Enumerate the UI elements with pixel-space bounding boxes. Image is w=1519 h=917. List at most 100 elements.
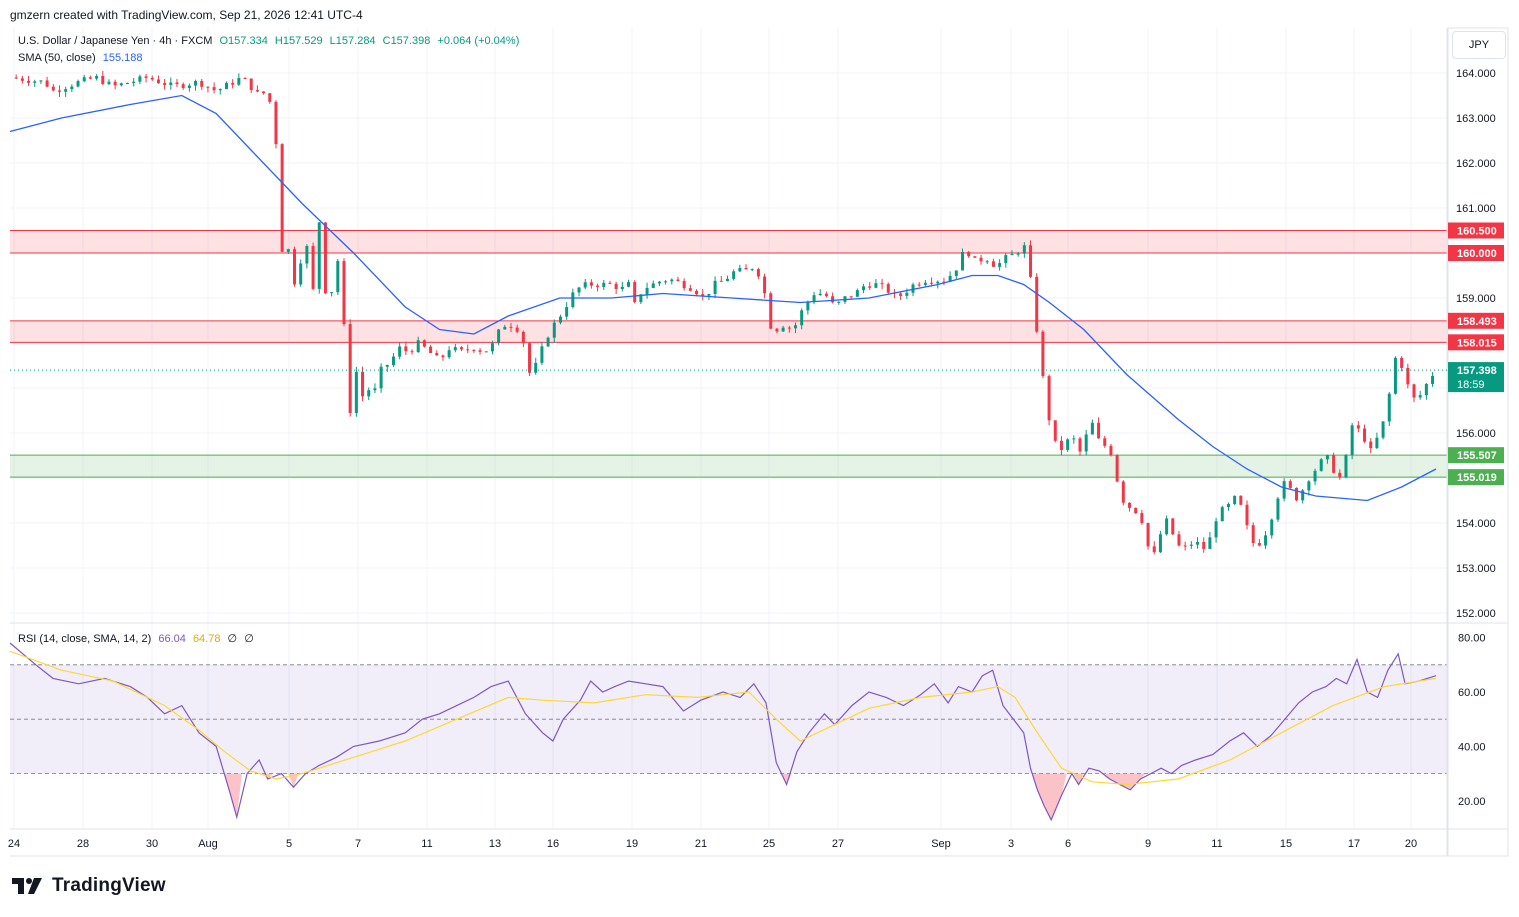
candle-body <box>1381 421 1385 438</box>
currency-button[interactable]: JPY <box>1452 31 1506 59</box>
candle-body <box>323 222 327 294</box>
candle <box>255 85 259 93</box>
candle <box>33 79 37 87</box>
price-tick-label: 163.000 <box>1456 113 1496 125</box>
price-tick-label: 159.000 <box>1456 293 1496 305</box>
candle <box>330 291 334 297</box>
candle-body <box>552 322 556 338</box>
candle <box>1381 421 1385 440</box>
zone-price-tag <box>1448 312 1504 329</box>
candle <box>1115 454 1119 483</box>
candle-body <box>880 283 884 285</box>
candle <box>528 341 532 377</box>
rsi-sma-line <box>9 650 1437 786</box>
candle <box>627 279 631 288</box>
candle <box>101 71 105 86</box>
candle <box>1189 541 1193 549</box>
candle-body <box>416 340 420 353</box>
candle <box>818 289 822 296</box>
candle <box>138 74 142 85</box>
candle <box>398 342 402 360</box>
candle-body <box>299 263 303 285</box>
candle-body <box>998 263 1002 267</box>
time-tick-label: 27 <box>832 838 844 850</box>
candle-body <box>1264 535 1268 546</box>
candle-body <box>602 282 606 288</box>
zone-price-label: 155.507 <box>1457 450 1497 462</box>
candle <box>874 279 878 289</box>
candle-body <box>330 292 334 294</box>
candle-body <box>1109 445 1113 456</box>
price-tick-label: 154.000 <box>1456 518 1496 530</box>
countdown-label: 18:59 <box>1457 379 1485 391</box>
candle <box>1035 273 1039 334</box>
candle-body <box>695 290 699 295</box>
candle <box>954 270 958 280</box>
candle <box>119 82 123 87</box>
candle <box>589 279 593 289</box>
candle-body <box>1251 525 1255 543</box>
candle <box>899 291 903 301</box>
rsi-line <box>9 642 1437 822</box>
candle <box>1276 496 1280 522</box>
candle-body <box>348 324 352 414</box>
candle-body <box>806 301 810 311</box>
candle <box>484 351 488 353</box>
candle <box>923 279 927 287</box>
candle-body <box>707 293 711 296</box>
candle-body <box>713 280 717 294</box>
candle-body <box>1103 438 1107 446</box>
candle-body <box>1202 542 1206 549</box>
rsi-sma-value: 64.78 <box>192 633 221 645</box>
candle-body <box>76 81 80 87</box>
candle <box>738 264 742 273</box>
candle <box>756 267 760 280</box>
candle <box>435 350 439 356</box>
attribution: gmzern created with TradingView.com, Sep… <box>10 8 363 22</box>
candle <box>175 79 179 88</box>
candle <box>1418 390 1422 400</box>
candle-body <box>855 290 859 297</box>
tradingview-logo[interactable]: TradingView <box>12 875 166 897</box>
candle-body <box>14 77 18 79</box>
candle-body <box>1400 357 1404 368</box>
candle <box>1010 250 1014 256</box>
time-tick-label: 9 <box>1145 838 1151 850</box>
price-axis-frame <box>1447 27 1509 857</box>
candle-body <box>1325 455 1329 460</box>
zone-support <box>10 455 1447 478</box>
candle <box>1288 479 1292 490</box>
candle <box>688 284 692 292</box>
candle <box>1171 518 1175 536</box>
candle <box>1152 541 1156 555</box>
candle <box>1029 240 1033 279</box>
candle-body <box>608 282 612 284</box>
candle <box>39 80 43 85</box>
candle-body <box>1140 513 1144 524</box>
candle <box>1369 438 1373 454</box>
candle <box>453 343 457 353</box>
candle <box>1313 468 1317 485</box>
candle <box>286 248 290 255</box>
zone-resistance <box>10 230 1447 253</box>
candle <box>70 84 74 93</box>
candle <box>534 357 538 375</box>
time-tick-label: 17 <box>1348 838 1360 850</box>
candle-body <box>113 81 117 86</box>
candle <box>967 251 971 258</box>
candle <box>1344 454 1348 479</box>
candle-body <box>1189 544 1193 546</box>
candle <box>1424 382 1428 400</box>
candle <box>361 366 365 402</box>
candle <box>1146 522 1150 550</box>
candle <box>602 280 606 290</box>
candle <box>1307 480 1311 496</box>
candle <box>20 75 24 84</box>
time-tick-label: 11 <box>1211 838 1222 850</box>
candle-body <box>509 326 513 328</box>
candle <box>701 288 705 301</box>
candle <box>1072 435 1076 444</box>
candle <box>472 349 476 353</box>
candle <box>645 282 649 299</box>
